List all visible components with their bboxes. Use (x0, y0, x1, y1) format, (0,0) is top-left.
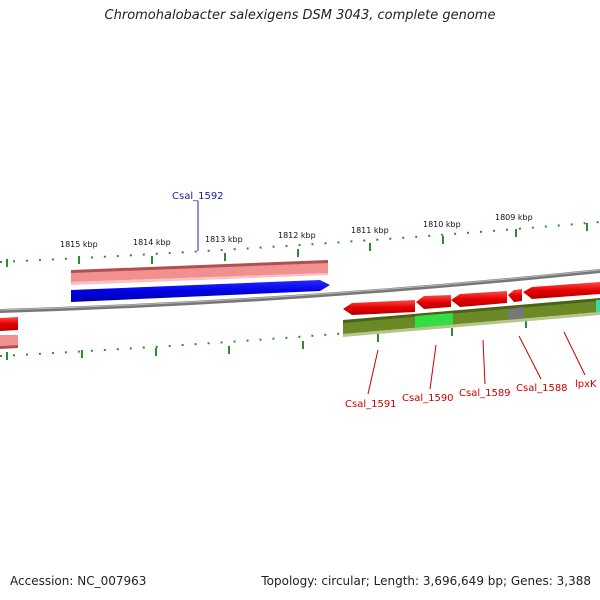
major-tick (586, 223, 588, 231)
inner-major-ticks (6, 320, 527, 360)
reverse-cds-Csal_1590[interactable] (416, 295, 451, 309)
reverse-cds-arrows (343, 282, 600, 315)
genome-backbone (0, 269, 600, 313)
major-tick (451, 328, 453, 336)
reverse-cds-left-fragment[interactable] (0, 317, 18, 349)
major-tick (442, 236, 444, 244)
accession-label: Accession: NC_007963 (10, 574, 147, 588)
scale-labels: 1815 kbp 1814 kbp 1813 kbp 1812 kbp 1811… (60, 213, 533, 249)
major-tick (151, 256, 153, 264)
major-tick (78, 256, 80, 264)
gene-label-Csal_1588[interactable]: Csal_1588 (516, 383, 568, 394)
reverse-cds-lpxK[interactable] (523, 282, 600, 299)
topology-label: Topology: circular; Length: 3,696,649 bp… (261, 574, 591, 588)
scale-label: 1814 kbp (133, 238, 171, 247)
major-tick (6, 352, 8, 360)
reverse-green-band (343, 298, 600, 337)
gene-label-Csal_1590[interactable]: Csal_1590 (402, 393, 454, 404)
major-tick (81, 350, 83, 358)
forward-gene-labels: Csal_1592 (172, 191, 224, 251)
reverse-gene-labels: Csal_1591 Csal_1590 Csal_1589 Csal_1588 … (345, 331, 597, 410)
reverse-cds-Csal_1588[interactable] (508, 289, 522, 302)
scale-label: 1815 kbp (60, 240, 98, 249)
scale-label: 1812 kbp (278, 231, 316, 240)
gene-label-Csal_1589[interactable]: Csal_1589 (459, 388, 511, 399)
major-tick (369, 243, 371, 251)
forward-cds-Csal_1592[interactable] (71, 280, 330, 302)
reverse-cds-Csal_1589[interactable] (451, 291, 507, 307)
major-tick (228, 346, 230, 354)
major-tick (302, 341, 304, 349)
major-tick (515, 229, 517, 237)
major-tick (155, 348, 157, 356)
major-tick (525, 320, 527, 328)
scale-label: 1810 kbp (423, 220, 461, 229)
scale-label: 1813 kbp (205, 235, 243, 244)
forward-highlight-band (71, 260, 328, 285)
reverse-cds-Csal_1591[interactable] (343, 300, 415, 315)
scale-label: 1809 kbp (495, 213, 533, 222)
inner-tick-ring (0, 310, 600, 357)
outer-tick-ring (0, 221, 600, 263)
major-ticks (6, 223, 588, 267)
major-tick (6, 259, 8, 267)
gene-label-Csal_1591[interactable]: Csal_1591 (345, 399, 397, 410)
map-title: Chromohalobacter salexigens DSM 3043, co… (104, 8, 496, 23)
gene-label-lpxK[interactable]: lpxK (575, 379, 597, 390)
major-tick (224, 253, 226, 261)
scale-label: 1811 kbp (351, 226, 389, 235)
major-tick (297, 249, 299, 257)
major-tick (377, 334, 379, 342)
gene-label-Csal_1592[interactable]: Csal_1592 (172, 191, 224, 202)
